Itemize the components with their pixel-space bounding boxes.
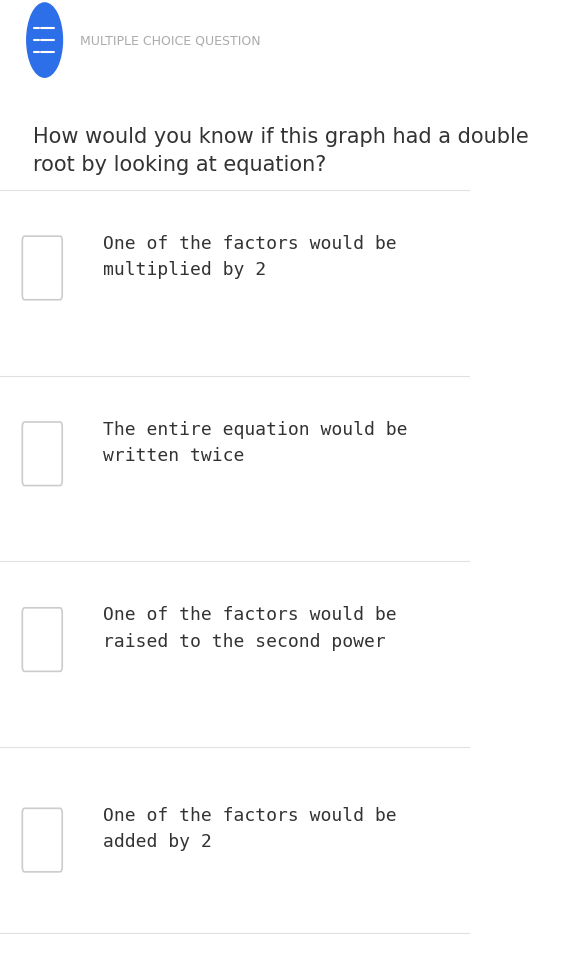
FancyBboxPatch shape	[22, 608, 62, 672]
Text: How would you know if this graph had a double
root by looking at equation?: How would you know if this graph had a d…	[33, 127, 528, 175]
Text: One of the factors would be
raised to the second power: One of the factors would be raised to th…	[103, 606, 397, 650]
FancyBboxPatch shape	[22, 237, 62, 301]
FancyBboxPatch shape	[22, 809, 62, 871]
Text: The entire equation would be
written twice: The entire equation would be written twi…	[103, 420, 408, 464]
FancyBboxPatch shape	[22, 422, 62, 486]
Text: MULTIPLE CHOICE QUESTION: MULTIPLE CHOICE QUESTION	[80, 34, 260, 48]
Text: One of the factors would be
added by 2: One of the factors would be added by 2	[103, 806, 397, 850]
Text: One of the factors would be
multiplied by 2: One of the factors would be multiplied b…	[103, 234, 397, 278]
Circle shape	[27, 4, 62, 78]
